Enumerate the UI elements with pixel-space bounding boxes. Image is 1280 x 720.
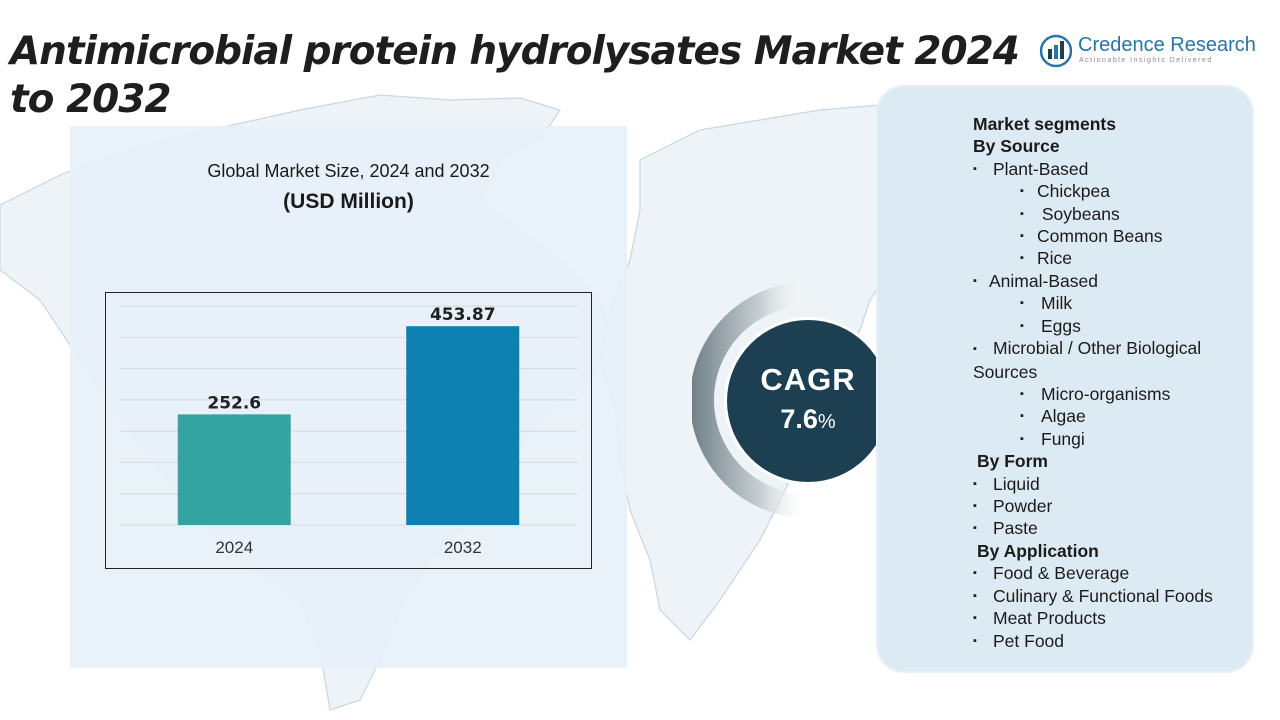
segments-list: Market segments By Source Plant-Based Ch…: [973, 113, 1253, 652]
bullet-icon: ▪: [973, 343, 977, 356]
segment-subitem: Rice: [973, 247, 1253, 270]
bar-2032: [406, 326, 520, 525]
segment-item: Culinary & Functional Foods: [973, 585, 1253, 608]
data-label-2032: 453.87: [430, 305, 496, 325]
credence-research-logo: Credence Research Actionable Insights De…: [1040, 32, 1270, 72]
x-tick-label-2024: 2024: [215, 538, 253, 557]
cagr-value: 7.6%: [727, 404, 889, 435]
segment-item: Microbial / Other Biological Sources: [973, 338, 1202, 382]
cagr-number: 7.6: [780, 404, 818, 434]
segment-item: Animal-Based: [973, 270, 1253, 293]
page-title: Antimicrobial protein hydrolysates Marke…: [10, 29, 1020, 122]
market-segments-panel: Market segments By Source Plant-Based Ch…: [876, 85, 1254, 673]
segment-subitem: Milk: [973, 292, 1253, 315]
logo-name: Credence Research: [1078, 34, 1256, 56]
cagr-circle: CAGR 7.6%: [727, 320, 889, 482]
chart-frame: [105, 292, 592, 569]
segment-subitem: Eggs: [973, 315, 1253, 338]
cagr-unit: %: [817, 411, 836, 433]
segment-subitem: Common Beans: [973, 225, 1253, 248]
segment-item: Powder: [973, 495, 1253, 518]
by-form-heading: By Form: [977, 451, 1048, 472]
chart-title: Global Market Size, 2024 and 2032: [207, 161, 490, 181]
bar-chart: 252.6 2024 453.87 2032: [105, 292, 592, 569]
logo-tagline: Actionable Insights Delivered: [1079, 57, 1213, 64]
data-label-2024: 252.6: [207, 393, 261, 413]
segment-subitem: Soybeans: [973, 203, 1253, 226]
cagr-ring-decoration: [692, 282, 808, 518]
segment-item: Plant-Based: [973, 158, 1253, 181]
segment-subitem: Micro-organisms: [973, 383, 1253, 406]
cagr-badge: CAGR 7.6%: [692, 282, 898, 518]
segment-item: Liquid: [973, 473, 1253, 496]
segment-item: Meat Products: [973, 607, 1253, 630]
chart-panel: Global Market Size, 2024 and 2032 (USD M…: [70, 126, 627, 668]
segment-item-wrapped: ▪ Microbial / Other Biological Sources: [973, 337, 1253, 383]
segment-item: Food & Beverage: [973, 562, 1253, 585]
segment-subitem: Fungi: [973, 428, 1253, 451]
by-source-heading: By Source: [973, 136, 1060, 157]
bar-2024: [177, 414, 291, 525]
segment-item: Pet Food: [973, 630, 1253, 653]
by-application-heading: By Application: [977, 540, 1099, 561]
cagr-label: CAGR: [760, 362, 856, 397]
segment-item: Paste: [973, 517, 1253, 540]
segment-subitem: Chickpea: [973, 180, 1253, 203]
segment-subitem: Algae: [973, 405, 1253, 428]
segments-heading: Market segments: [973, 114, 1116, 134]
x-tick-label-2032: 2032: [444, 538, 482, 557]
logo-mark-icon: [1040, 34, 1072, 68]
chart-subtitle: (USD Million): [283, 190, 414, 213]
